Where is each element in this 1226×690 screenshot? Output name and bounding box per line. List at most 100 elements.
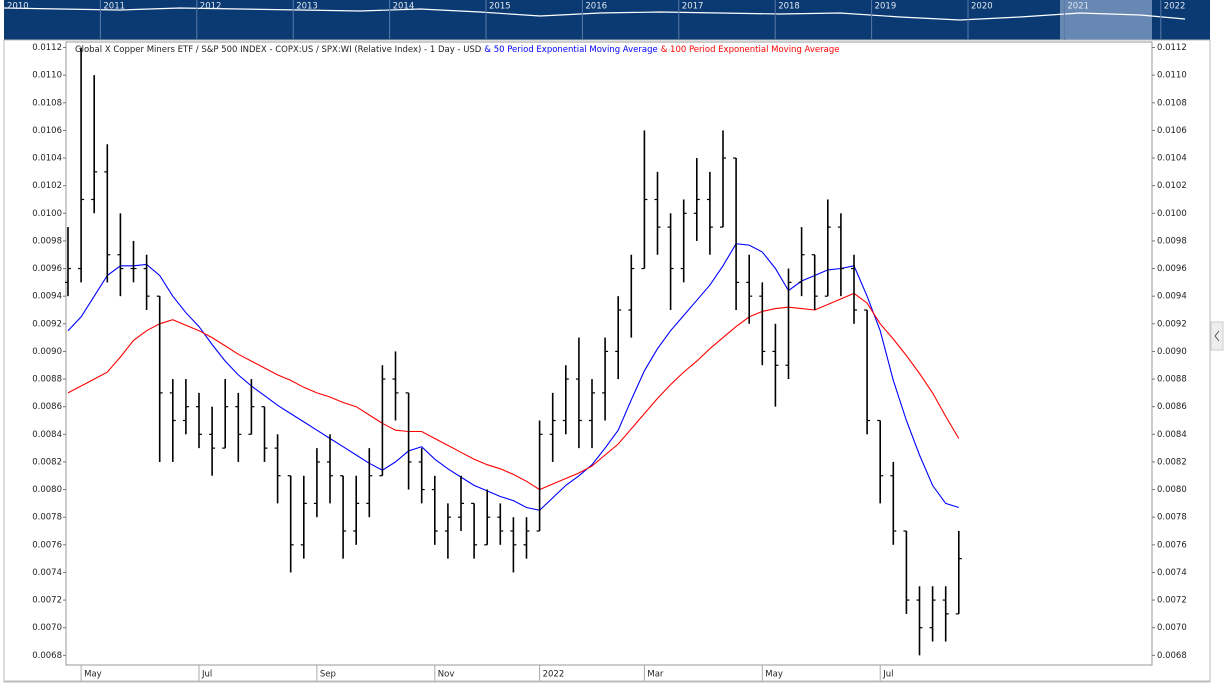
y-tick-label: 0.0068 xyxy=(1157,651,1187,661)
ohlc-bar xyxy=(431,475,438,545)
x-tick-label: Jul xyxy=(882,670,893,680)
y-tick-label: 0.0080 xyxy=(1157,485,1187,495)
y-tick-label: 0.0096 xyxy=(1157,264,1187,274)
ohlc-bar xyxy=(497,503,504,545)
y-tick-label: 0.0082 xyxy=(1157,457,1187,467)
ohlc-bar xyxy=(733,157,740,310)
navigator-year: 2022 xyxy=(1164,2,1186,12)
y-tick-label: 0.0084 xyxy=(32,430,62,440)
ema-line xyxy=(67,243,959,511)
y-tick-label: 0.0110 xyxy=(32,71,62,81)
ohlc-bar xyxy=(720,130,726,228)
navigator-year: 2013 xyxy=(296,2,318,12)
ohlc-bar xyxy=(65,227,71,297)
y-tick-label: 0.0098 xyxy=(1157,236,1187,246)
navigator-year: 2019 xyxy=(875,2,897,12)
y-tick-label: 0.0108 xyxy=(32,98,62,108)
side-tab-arrow xyxy=(1214,330,1220,342)
ohlc-bar xyxy=(929,586,936,642)
y-tick-label: 0.0068 xyxy=(32,651,62,661)
y-tick-label: 0.0072 xyxy=(1157,596,1187,606)
ohlc-bar xyxy=(248,379,255,435)
frame xyxy=(3,39,1211,683)
y-tick-label: 0.0078 xyxy=(1157,513,1187,523)
navigator-year: 2015 xyxy=(489,2,511,12)
legend: Global X Copper Miners ETF / S&P 500 IND… xyxy=(75,45,839,55)
ohlc-bar xyxy=(169,379,176,462)
y-tick-label: 0.0106 xyxy=(1157,126,1187,136)
ohlc-bar xyxy=(549,392,556,462)
ema-line xyxy=(67,292,960,491)
y-tick-label: 0.0086 xyxy=(1157,402,1187,412)
ohlc-bar xyxy=(641,130,648,270)
legend-entry: & 50 Period Exponential Moving Average xyxy=(484,45,657,55)
x-tick-label: Nov xyxy=(438,670,455,680)
y-tick-label: 0.0090 xyxy=(32,347,62,357)
ohlc-bar xyxy=(628,254,635,338)
y-tick-label: 0.0082 xyxy=(32,457,62,467)
ohlc-bar xyxy=(785,268,792,380)
x-tick-label: Sep xyxy=(320,670,336,680)
y-tick-label: 0.0102 xyxy=(32,181,62,191)
ohlc-bar xyxy=(392,351,399,421)
ohlc-bar xyxy=(523,517,530,559)
ohlc-bar xyxy=(602,337,609,421)
side-tab[interactable] xyxy=(1210,321,1224,351)
y-tick-label: 0.0076 xyxy=(32,540,62,550)
navigator[interactable] xyxy=(4,0,1210,40)
ohlc-bar xyxy=(798,227,805,297)
y-tick-label: 0.0088 xyxy=(1157,375,1187,385)
y-tick-label: 0.0112 xyxy=(1157,43,1187,53)
ohlc-bar xyxy=(680,199,687,283)
ohlc-bar xyxy=(313,448,320,518)
navigator-year: 2017 xyxy=(682,2,704,12)
ohlc-bar xyxy=(327,434,333,504)
y-tick-label: 0.0086 xyxy=(32,402,62,412)
navigator-line xyxy=(3,7,1186,21)
x-tick-label: 2022 xyxy=(543,670,565,680)
navigator-year: 2011 xyxy=(103,2,125,12)
ohlc-bar xyxy=(287,475,294,573)
ohlc-bar xyxy=(877,419,884,504)
ohlc-bar xyxy=(405,392,412,490)
ohlc-bar xyxy=(706,171,713,255)
ohlc-bar xyxy=(654,171,661,255)
ohlc-bar xyxy=(78,47,85,283)
ohlc-bar xyxy=(903,530,910,614)
navigator-year: 2020 xyxy=(971,2,993,12)
ohlc-bar xyxy=(182,379,189,435)
ohlc-bar xyxy=(444,503,451,559)
ohlc-bar xyxy=(156,295,163,462)
ohlc-bar xyxy=(837,213,844,297)
navigator-window[interactable] xyxy=(1060,0,1152,40)
ohlc-bar xyxy=(589,379,595,449)
x-tick-label: Jul xyxy=(201,670,212,680)
y-tick-label: 0.0102 xyxy=(1157,181,1187,191)
navigator-year: 2014 xyxy=(393,2,415,12)
y-tick-label: 0.0070 xyxy=(1157,623,1187,633)
ohlc-bar xyxy=(300,475,307,559)
ohlc-bar xyxy=(942,586,949,642)
ohlc-bar xyxy=(340,475,347,559)
ohlc-bar xyxy=(510,517,517,573)
ohlc-bar xyxy=(222,379,229,449)
ohlc-bar xyxy=(104,144,111,283)
ohlc-bar xyxy=(667,213,674,310)
y-tick-label: 0.0096 xyxy=(32,264,62,274)
y-tick-label: 0.0076 xyxy=(1157,540,1187,550)
ohlc-bar xyxy=(811,254,818,310)
ohlc-bar xyxy=(864,309,871,435)
y-tick-label: 0.0080 xyxy=(32,485,62,495)
ohlc-bar xyxy=(615,296,622,380)
navigator-year: 2016 xyxy=(585,2,607,12)
ohlc-bar xyxy=(130,240,137,283)
ohlc-bar xyxy=(772,323,779,407)
y-tick-label: 0.0112 xyxy=(32,43,62,53)
chart-title: Global X Copper Miners ETF / S&P 500 IND… xyxy=(75,45,482,55)
ohlc-bar xyxy=(536,420,543,532)
ohlc-bar xyxy=(562,365,569,435)
ohlc-bar xyxy=(824,199,831,297)
y-tick-label: 0.0084 xyxy=(1157,430,1187,440)
